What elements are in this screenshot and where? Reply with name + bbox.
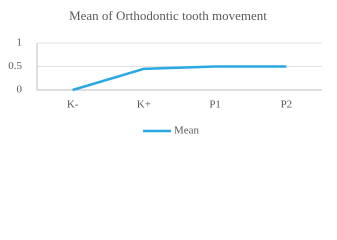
x-tick-label: P2 [281, 99, 293, 111]
x-tick-label: P1 [209, 99, 221, 111]
y-tick-label: 0 [17, 84, 23, 96]
chart: Mean of Orthodontic tooth movement 0 0.5 1… [8, 8, 322, 137]
chart-title: Mean of Orthodontic tooth movement [69, 8, 267, 23]
y-tick-label: 1 [17, 37, 23, 49]
x-tick-label: K- [67, 99, 79, 111]
y-tick-label: 0.5 [8, 60, 22, 72]
line [72, 65, 287, 92]
page: {"chart_data": {"type": "line", "title":… [8, 7, 322, 137]
legend-label: Mean [174, 125, 200, 137]
x-tick-label: K+ [137, 99, 151, 111]
